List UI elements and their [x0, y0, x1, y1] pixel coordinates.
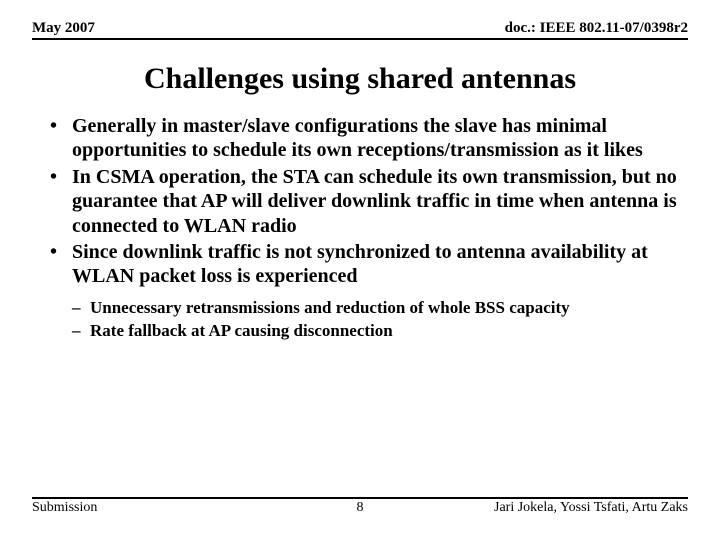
sub-bullet-item: Unnecessary retransmissions and reductio…: [72, 297, 688, 318]
bullet-list: Generally in master/slave configurations…: [32, 114, 688, 289]
slide-page: May 2007 doc.: IEEE 802.11-07/0398r2 Cha…: [0, 0, 720, 540]
header-doc-id: doc.: IEEE 802.11-07/0398r2: [505, 20, 688, 37]
bullet-item: Generally in master/slave configurations…: [50, 114, 688, 163]
header-row: May 2007 doc.: IEEE 802.11-07/0398r2: [32, 20, 688, 40]
header-date: May 2007: [32, 20, 95, 37]
bullet-item: In CSMA operation, the STA can schedule …: [50, 165, 688, 238]
sub-bullet-list: Unnecessary retransmissions and reductio…: [32, 297, 688, 342]
page-title: Challenges using shared antennas: [32, 62, 688, 96]
footer-row: Submission 8 Jari Jokela, Yossi Tsfati, …: [32, 499, 688, 516]
footer-left: Submission: [32, 500, 97, 516]
footer: Submission 8 Jari Jokela, Yossi Tsfati, …: [32, 497, 688, 516]
bullet-item: Since downlink traffic is not synchroniz…: [50, 240, 688, 289]
footer-authors: Jari Jokela, Yossi Tsfati, Artu Zaks: [494, 500, 688, 516]
sub-bullet-item: Rate fallback at AP causing disconnectio…: [72, 320, 688, 341]
